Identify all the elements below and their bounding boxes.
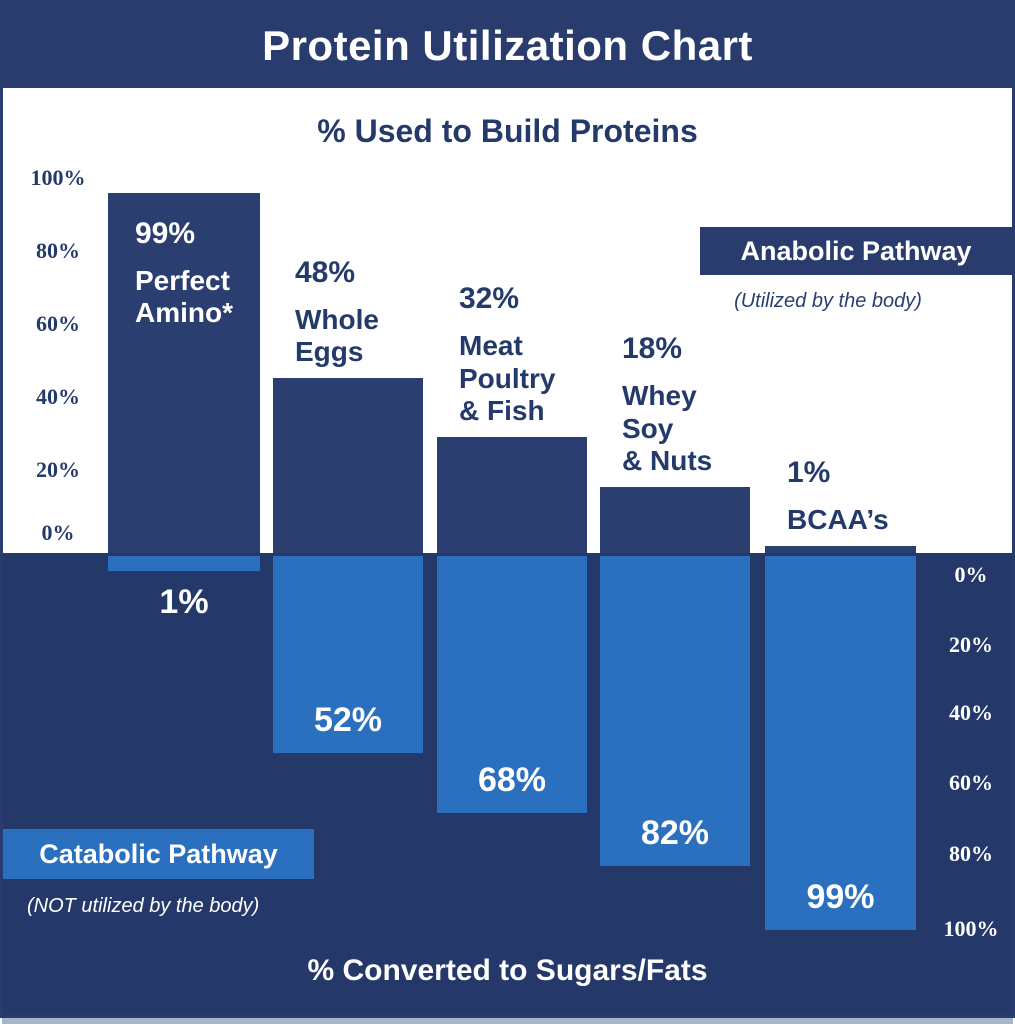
bar-name-label: BCAA’s — [787, 503, 889, 535]
right-axis-tick-100: 100% — [943, 916, 999, 941]
bottom-axis-title: % Converted to Sugars/Fats — [307, 954, 708, 987]
anabolic-bar — [765, 546, 916, 553]
anabolic-value-label: 99% — [135, 217, 196, 250]
right-axis-tick-0: 0% — [954, 562, 988, 587]
bar-name-label: Whey Soy & Nuts — [622, 380, 713, 476]
anabolic-pathway-label: Anabolic Pathway — [740, 235, 972, 266]
catabolic-pathway-sublabel: (NOT utilized by the body) — [27, 895, 260, 917]
catabolic-pathway-legend-box: Catabolic Pathway — [3, 829, 314, 879]
catabolic-bar: 99% — [765, 556, 916, 930]
catabolic-bar: 68% — [437, 556, 587, 813]
bar-name-label: Meat Poultry & Fish — [459, 330, 556, 426]
anabolic-value-label: 1% — [787, 455, 831, 489]
card-bottom-edge — [2, 1018, 1013, 1024]
catabolic-value-label: 1% — [159, 583, 209, 621]
left-axis-tick-0: 0% — [41, 520, 75, 545]
anabolic-value-label: 48% — [295, 255, 356, 289]
bar-column-whole-eggs: 48% Whole Eggs 52% — [273, 88, 423, 1015]
bar-label-block: 18% Whey Soy & Nuts — [622, 332, 792, 477]
anabolic-value-label: 18% — [622, 332, 683, 366]
anabolic-bar — [108, 193, 260, 553]
right-axis-tick-60: 60% — [949, 770, 993, 795]
catabolic-value-label: 68% — [477, 761, 547, 799]
catabolic-bar: 82% — [600, 556, 750, 866]
anabolic-pathway-sublabel: (Utilized by the body) — [734, 290, 922, 312]
anabolic-value-label: 32% — [459, 282, 520, 316]
right-axis-tick-40: 40% — [949, 700, 993, 725]
catabolic-pathway-label: Catabolic Pathway — [39, 838, 278, 869]
left-axis-tick-60: 60% — [36, 311, 80, 336]
title-band: Protein Utilization Chart — [3, 3, 1012, 88]
chart-area: % Used to Build Proteins 100% 80% 60% 40… — [3, 88, 1012, 1015]
bar-label-block: 32% Meat Poultry & Fish — [459, 282, 629, 427]
bar-column-bcaas: 1% BCAA’s 99% — [765, 88, 916, 1015]
catabolic-value-label: 52% — [313, 701, 383, 739]
bar-name-label: Whole Eggs — [295, 303, 379, 367]
anabolic-bar — [437, 437, 587, 553]
catabolic-value-label: 99% — [806, 878, 875, 916]
left-axis-tick-80: 80% — [36, 238, 80, 263]
left-axis-tick-100: 100% — [30, 165, 86, 190]
right-axis-tick-20: 20% — [949, 632, 993, 657]
bar-column-whey-soy-nuts: 18% Whey Soy & Nuts 82% — [600, 88, 750, 1015]
anabolic-bar — [273, 378, 423, 553]
catabolic-value-label: 82% — [640, 814, 710, 852]
catabolic-bar — [108, 556, 260, 571]
bar-name-label: Perfect Amino* — [135, 265, 233, 329]
top-axis-title: % Used to Build Proteins — [317, 113, 698, 149]
anabolic-bar — [600, 487, 750, 553]
bar-column-perfect-amino: 99% Perfect Amino* 1% — [108, 88, 260, 1015]
bar-column-meat-poultry-fish: 32% Meat Poultry & Fish 68% — [437, 88, 587, 1015]
bar-label-block: 48% Whole Eggs — [295, 256, 465, 368]
anabolic-pathway-legend-box: Anabolic Pathway — [700, 227, 1012, 275]
page-title: Protein Utilization Chart — [262, 21, 753, 69]
left-axis-tick-40: 40% — [36, 384, 80, 409]
bar-label-block: 1% BCAA’s — [787, 456, 957, 536]
left-axis-tick-20: 20% — [36, 457, 80, 482]
catabolic-bar: 52% — [273, 556, 423, 753]
bar-label-block: 99% Perfect Amino* — [135, 217, 305, 329]
right-axis-tick-80: 80% — [949, 841, 993, 866]
